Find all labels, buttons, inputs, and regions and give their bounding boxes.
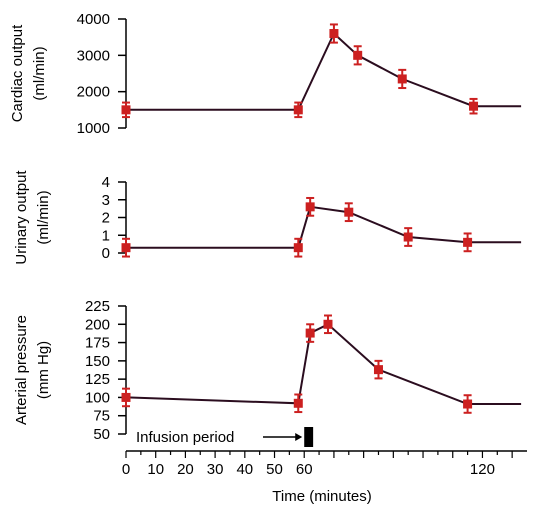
y-tick-label: 2	[102, 210, 110, 227]
infusion-bar	[304, 427, 314, 447]
infusion-annotation: Infusion period	[136, 427, 314, 447]
y-tick-label: 225	[85, 298, 110, 315]
y-tick-label: 2000	[77, 84, 110, 101]
data-point	[293, 105, 303, 115]
x-tick-label: 50	[266, 461, 283, 478]
infusion-arrow-head	[295, 433, 303, 441]
y-tick-label: 125	[85, 371, 110, 388]
data-point	[353, 50, 363, 60]
y-tick-label: 3	[102, 192, 110, 209]
x-tick-label: 0	[122, 461, 130, 478]
x-axis-title: Time (minutes)	[272, 488, 371, 505]
series-line	[126, 205, 522, 249]
y-axis-title: Urinary output	[13, 170, 30, 265]
y-axis-title: (mm Hg)	[35, 341, 52, 399]
data-point	[121, 105, 131, 115]
x-tick-label: 20	[177, 461, 194, 478]
y-tick-label: 0	[102, 245, 110, 262]
infusion-label: Infusion period	[136, 429, 234, 446]
series-line	[126, 31, 522, 111]
x-axis: 0 10 20 30 40 50 60 120 Time (minutes)	[122, 450, 527, 505]
x-tick-label: 120	[470, 461, 495, 478]
y-tick-label: 150	[85, 353, 110, 370]
data-point	[329, 29, 339, 39]
y-axis-title: (ml/min)	[35, 190, 52, 244]
data-point	[293, 243, 303, 253]
x-tick-label: 40	[236, 461, 253, 478]
y-tick-label: 50	[93, 426, 110, 443]
data-point	[121, 392, 131, 402]
y-tick-label: 1	[102, 227, 110, 244]
y-axis-title: Arterial pressure	[13, 315, 30, 425]
data-point	[397, 74, 407, 84]
data-point	[463, 237, 473, 247]
y-tick-label: 3000	[77, 47, 110, 64]
y-tick-label: 75	[93, 408, 110, 425]
y-tick-label: 1000	[77, 120, 110, 137]
data-point	[121, 243, 131, 253]
data-point	[373, 365, 383, 375]
data-point	[305, 328, 315, 338]
data-point	[305, 202, 315, 212]
y-tick-label: 4	[102, 174, 110, 191]
y-tick-label: 100	[85, 389, 110, 406]
data-point	[403, 232, 413, 242]
y-tick-label: 175	[85, 335, 110, 352]
series-line	[125, 323, 522, 405]
data-point	[463, 399, 473, 409]
data-point	[293, 398, 303, 408]
x-tick-label: 10	[147, 461, 164, 478]
panel-1: 1000 2000 3000 4000 Cardiac output (ml/min)	[9, 11, 522, 137]
y-axis-title: Cardiac output	[9, 24, 26, 122]
data-point	[344, 207, 354, 217]
y-axis-title: (ml/min)	[31, 46, 48, 100]
data-point	[469, 101, 479, 111]
y-tick-label: 200	[85, 316, 110, 333]
data-point	[323, 319, 333, 329]
x-tick-label: 60	[296, 461, 313, 478]
x-tick-label: 30	[207, 461, 224, 478]
y-tick-label: 4000	[77, 11, 110, 28]
